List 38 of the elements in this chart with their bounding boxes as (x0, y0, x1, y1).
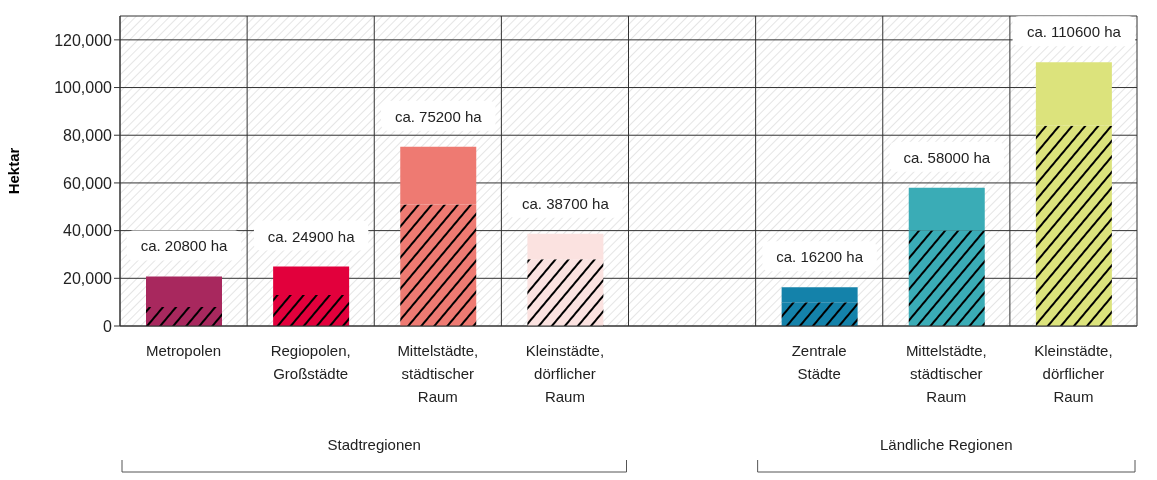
bar (1035, 62, 1112, 126)
total-label: ca. 38700 ha (522, 194, 610, 212)
total-label: ca. 110600 ha (1026, 23, 1122, 41)
x-tick-label: Mittelstädte, städtischer Raum (905, 342, 987, 405)
bar (273, 266, 350, 295)
x-tick-label: Mittelstädte, städtischer Raum (397, 342, 479, 405)
bar (527, 233, 604, 260)
bar (908, 187, 985, 231)
total-label: ca. 16200 ha (776, 248, 864, 266)
y-tick-label: 100,000 (54, 79, 113, 97)
total-label: ca. 75200 ha (394, 107, 483, 125)
y-tick-label: 60,000 (63, 174, 113, 192)
text: Stadtregionen (327, 436, 421, 453)
y-tick-label: 40,000 (63, 222, 113, 240)
bar (781, 302, 858, 326)
bar (527, 259, 604, 326)
x-tick-label: Kleinstädte, dörflicher Raum (525, 342, 605, 405)
y-axis-title: Hektar (5, 147, 23, 195)
x-tick-label: Kleinstädte, dörflicher Raum (1034, 342, 1113, 405)
bar (400, 204, 477, 326)
total-label: ca. 58000 ha (903, 148, 991, 166)
bar (1035, 125, 1112, 326)
text: Ländliche Regionen (880, 436, 1013, 453)
bar (781, 287, 858, 303)
total-label: ca. 20800 ha (140, 237, 229, 255)
x-tick-label: Metropolen (146, 342, 222, 359)
bar (146, 276, 222, 307)
x-tick-label: Regiopolen, Großstädte (270, 342, 351, 382)
y-tick-label: 120,000 (54, 31, 113, 49)
x-tick-label: Zentrale Städte (791, 342, 847, 382)
bar (400, 146, 477, 205)
bar (908, 230, 985, 326)
y-tick-label: 0 (103, 317, 113, 335)
bar (273, 295, 350, 326)
bar (146, 306, 222, 326)
total-label: ca. 24900 ha (267, 227, 356, 245)
y-tick-label: 20,000 (63, 269, 113, 287)
y-tick-label: 80,000 (63, 126, 113, 144)
